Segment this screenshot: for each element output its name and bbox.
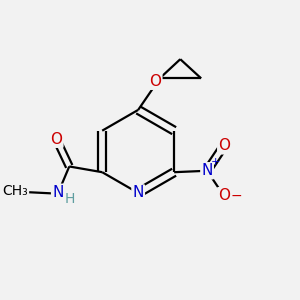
Text: O: O <box>149 74 161 89</box>
Text: +: + <box>210 157 220 167</box>
Text: O: O <box>218 188 230 203</box>
Text: CH₃: CH₃ <box>2 184 28 198</box>
Text: O: O <box>50 132 62 147</box>
Text: H: H <box>65 192 75 206</box>
Text: N: N <box>52 185 64 200</box>
Text: −: − <box>231 189 242 203</box>
Text: N: N <box>201 163 213 178</box>
Text: O: O <box>218 138 230 153</box>
Text: N: N <box>133 185 144 200</box>
